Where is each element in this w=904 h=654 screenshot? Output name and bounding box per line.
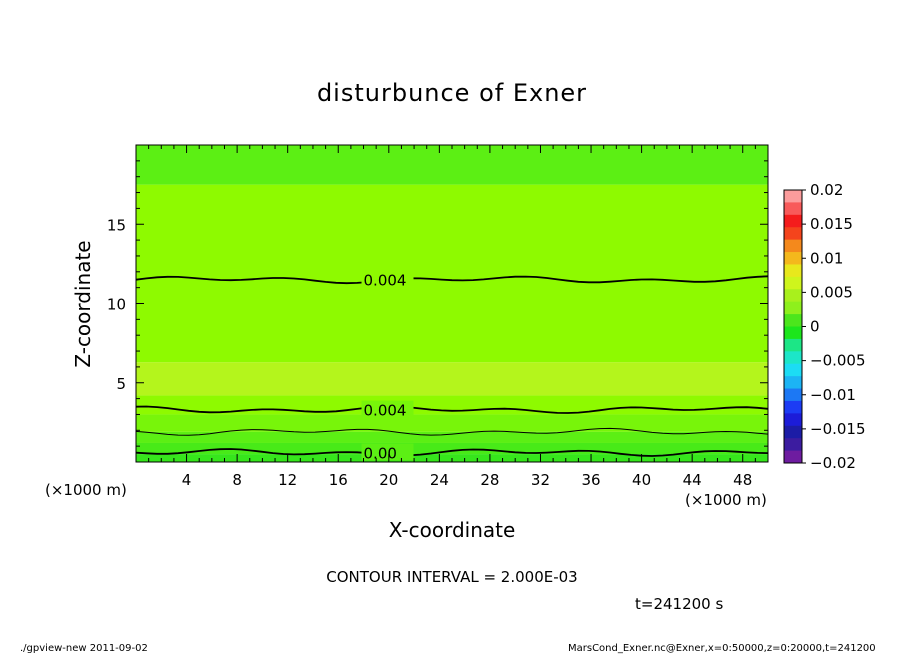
x-tick-label: 40 (632, 471, 651, 489)
colorbar-swatch (784, 351, 802, 365)
colorbar-swatch (784, 264, 802, 278)
x-axis-title: X-coordinate (389, 518, 516, 542)
colorbar: 0.02 0.015 0.01 0.005 0 −0.005 −0.01 −0.015 −0.0… (783, 181, 866, 472)
chart-title: disturbunce of Exner (317, 79, 587, 107)
band-1 (136, 442, 768, 455)
x-tick-label: 4 (182, 471, 192, 489)
colorbar-swatch (784, 239, 802, 253)
contour-line-1 (135, 405, 769, 414)
colorbar-swatch (784, 438, 802, 452)
colorbar-swatch (784, 388, 802, 402)
x-tick-label: 32 (531, 471, 550, 489)
x-tick-label: 44 (683, 471, 702, 489)
colorbar-tick-label: 0.005 (810, 283, 853, 301)
contour-label-bg-0 (361, 270, 414, 288)
colorbar-tick-label: 0.02 (810, 181, 843, 199)
x-tick-label: 28 (480, 471, 499, 489)
x-axis-ticks: 4 8 12 16 20 24 28 32 36 40 44 48 (135, 145, 769, 489)
time-label: t=241200 s (635, 595, 723, 613)
colorbar-swatch (784, 252, 802, 265)
y-axis-ticks: 5 10 15 (107, 144, 768, 463)
colorbar-swatch (784, 363, 802, 377)
band-5 (136, 362, 768, 396)
colorbar-swatch (784, 413, 802, 427)
contour-label-bg-1 (361, 400, 414, 418)
x-tick-label: 8 (232, 471, 242, 489)
contour-line-3 (135, 448, 769, 457)
y-tick-label: 5 (116, 375, 126, 393)
contour-line-2 (135, 427, 769, 436)
contour-line-0 (135, 275, 769, 285)
x-tick-label: 16 (329, 471, 348, 489)
colorbar-swatch (784, 338, 802, 352)
colorbar-swatch (784, 314, 802, 327)
filled-bands (136, 145, 768, 462)
contour-label-3: 0.00 (364, 444, 397, 462)
contour-label-0: 0.004 (364, 272, 407, 290)
x-tick-label: 24 (430, 471, 449, 489)
colorbar-swatch (784, 276, 802, 290)
colorbar-swatch (784, 425, 802, 439)
y-axis-title: Z-coordinate (71, 240, 95, 367)
contour-lines: 0.004 0.004 0.00 (135, 270, 769, 462)
x-unit-label: (×1000 m) (685, 491, 767, 509)
colorbar-swatch (784, 190, 802, 203)
colorbar-tick-label: −0.005 (810, 352, 866, 370)
y-tick-label: 15 (107, 216, 126, 234)
colorbar-tick-label: 0.015 (810, 215, 853, 233)
band-6 (136, 184, 768, 363)
file-note: MarsCond_Exner.nc@Exner,x=0:50000,z=0:20… (568, 643, 876, 654)
x-tick-label: 36 (581, 471, 600, 489)
colorbar-swatch (784, 301, 802, 315)
contour-label-bg-3 (361, 443, 414, 461)
colorbar-tick-label: −0.015 (810, 420, 866, 438)
colorbar-swatch (784, 400, 802, 414)
x-tick-label: 12 (278, 471, 297, 489)
colorbar-swatch (784, 376, 802, 390)
colorbar-tick-label: 0.01 (810, 249, 843, 267)
colorbar-tick-label: −0.02 (810, 454, 856, 472)
band-2 (136, 431, 768, 443)
y-unit-label: (×1000 m) (45, 481, 127, 499)
contour-interval-label: CONTOUR INTERVAL = 2.000E-03 (326, 568, 577, 586)
colorbar-swatch (784, 326, 802, 340)
colorbar-tick-label: 0 (810, 318, 820, 336)
colorbar-tick-label: −0.01 (810, 386, 856, 404)
band-3 (136, 414, 768, 432)
colorbar-swatch (784, 214, 802, 228)
program-note: ./gpview-new 2011-09-02 (20, 643, 148, 654)
x-tick-label: 20 (379, 471, 398, 489)
band-7 (136, 145, 768, 185)
colorbar-swatch (784, 450, 802, 464)
y-tick-label: 10 (107, 296, 126, 314)
contour-label-1: 0.004 (364, 402, 407, 420)
colorbar-swatch (784, 202, 802, 216)
x-tick-label: 48 (733, 471, 752, 489)
colorbar-swatch (784, 227, 802, 241)
colorbar-swatch (784, 289, 802, 303)
